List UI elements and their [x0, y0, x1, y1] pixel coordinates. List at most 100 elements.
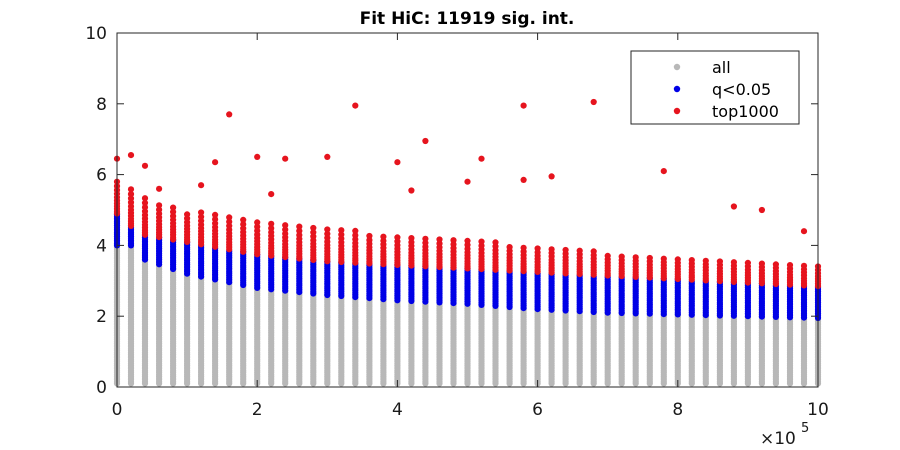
- point-top1000: [254, 219, 261, 226]
- y-tick-label: 6: [96, 166, 107, 186]
- point-top1000: [660, 255, 667, 262]
- point-top1000: [282, 222, 289, 229]
- x-tick-label: 10: [807, 400, 829, 420]
- point-top1000: [394, 234, 401, 241]
- point-top1000: [198, 209, 205, 216]
- point-top1000: [156, 206, 163, 213]
- point-top1000-outlier: [352, 102, 359, 109]
- distance-bin: [562, 246, 569, 387]
- point-top1000-outlier: [198, 182, 205, 189]
- point-top1000: [338, 231, 345, 238]
- plot-frame: [116, 32, 819, 388]
- distance-bin: [786, 262, 794, 387]
- point-top1000: [632, 254, 639, 261]
- distance-bin: [436, 236, 443, 387]
- point-top1000: [464, 237, 471, 244]
- point-top1000: [366, 232, 373, 240]
- legend-marker-q: [673, 85, 681, 93]
- distance-bin: [604, 252, 611, 387]
- point-top1000: [716, 258, 724, 265]
- point-top1000: [772, 261, 780, 268]
- point-top1000-outlier: [548, 173, 555, 180]
- x-exponent-base: ×10: [760, 429, 796, 449]
- point-top1000-outlier: [156, 185, 163, 192]
- distance-bin: [520, 244, 527, 387]
- point-top1000: [141, 199, 149, 206]
- legend-marker-all: [673, 63, 681, 71]
- point-top1000: [338, 227, 345, 234]
- distance-bin: [394, 234, 401, 387]
- distance-bin: [548, 246, 555, 387]
- point-top1000-outlier: [408, 187, 415, 194]
- distance-bin: [296, 223, 303, 387]
- distance-bin: [254, 219, 261, 387]
- point-top1000-outlier: [758, 206, 766, 214]
- distance-bin: [590, 248, 597, 387]
- point-top1000: [744, 259, 752, 266]
- point-top1000: [212, 211, 219, 218]
- distance-bin: [478, 238, 485, 387]
- distance-bin: [212, 211, 219, 387]
- point-top1000: [170, 208, 177, 216]
- point-top1000: [254, 223, 261, 230]
- distance-bin: [324, 226, 331, 387]
- distance-bin: [464, 237, 471, 387]
- x-tick-label: 0: [112, 400, 123, 420]
- point-top1000: [156, 202, 163, 209]
- point-top1000: [184, 211, 191, 218]
- distance-bin: [702, 257, 709, 387]
- axis-ticks: 0 2 4 6 8 10 0 2 4 6 8 10: [85, 24, 828, 420]
- point-top1000: [127, 191, 135, 198]
- distance-bin: [268, 220, 275, 387]
- point-top1000: [310, 229, 317, 236]
- point-top1000-outlier: [520, 176, 527, 183]
- point-top1000: [296, 223, 303, 230]
- y-tick-label: 2: [96, 307, 107, 327]
- distance-bin: [310, 224, 317, 387]
- x-tick-label: 8: [672, 400, 683, 420]
- point-top1000-outlier: [394, 159, 401, 166]
- point-top1000: [127, 186, 135, 193]
- point-top1000: [758, 260, 766, 267]
- x-tick-label: 2: [252, 400, 263, 420]
- point-top1000: [450, 237, 457, 244]
- point-top1000: [492, 239, 499, 246]
- point-top1000: [226, 218, 233, 225]
- x-exponent-power: 5: [801, 421, 809, 436]
- point-top1000-outlier: [226, 111, 233, 118]
- point-top1000: [520, 244, 527, 251]
- legend: all q<0.05 top1000: [630, 50, 800, 125]
- point-top1000: [702, 257, 709, 264]
- point-top1000: [786, 262, 794, 269]
- point-top1000-outlier: [464, 178, 471, 185]
- point-top1000: [730, 259, 738, 266]
- distance-bin: [366, 232, 373, 387]
- point-top1000-outlier: [141, 162, 149, 169]
- distance-bin: [282, 222, 289, 387]
- point-top1000: [478, 238, 485, 245]
- point-top1000: [422, 235, 429, 242]
- distance-bin: [184, 211, 191, 387]
- y-tick-label: 8: [96, 95, 107, 115]
- distance-bin: [800, 262, 808, 387]
- distance-bin: [198, 209, 205, 387]
- point-top1000: [562, 246, 569, 254]
- distance-bin: [646, 254, 653, 387]
- point-top1000: [380, 233, 387, 240]
- point-top1000: [576, 247, 583, 254]
- point-top1000: [226, 214, 233, 221]
- distance-bin: [688, 257, 695, 387]
- point-top1000: [534, 245, 541, 252]
- distance-bin: [730, 259, 738, 387]
- point-top1000: [212, 216, 219, 223]
- distance-bin: [674, 256, 681, 387]
- point-top1000: [618, 253, 625, 260]
- distance-bin: [338, 227, 345, 387]
- point-top1000-outlier: [282, 155, 289, 162]
- distance-bin: [127, 186, 135, 387]
- point-top1000-outlier: [254, 153, 261, 160]
- distance-bin: [352, 227, 359, 387]
- point-top1000: [310, 224, 317, 232]
- distance-bin: [156, 202, 163, 387]
- distance-bin: [632, 254, 639, 387]
